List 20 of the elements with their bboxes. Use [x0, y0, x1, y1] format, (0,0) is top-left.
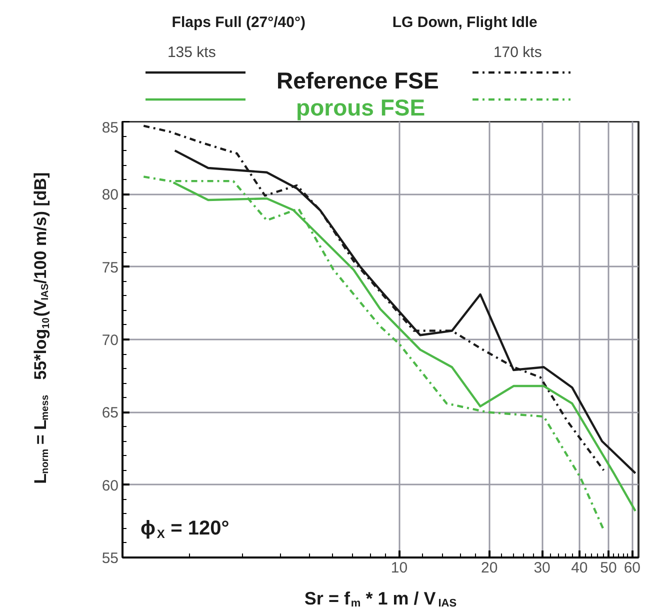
y-tick-label: 85 — [102, 120, 119, 136]
x-tick-label: 50 — [600, 560, 617, 576]
y-tick-label: 70 — [102, 332, 119, 349]
text: 170 kts — [493, 44, 542, 61]
x-tick-label: 30 — [534, 560, 550, 576]
x-tick-label: 20 — [480, 560, 498, 576]
y-tick-label: 75 — [102, 259, 119, 276]
text: Lnorm = Lmess 55*log10(VIAS/100 m/s) [dB] — [31, 172, 52, 484]
text: 135 kts — [167, 44, 216, 61]
chart-title: Flaps Full (27°/40°) — [172, 14, 306, 31]
legend-label: Reference FSE — [276, 68, 439, 94]
x-tick-label: 40 — [571, 560, 588, 576]
chart-subtitle: LG Down, Flight Idle — [392, 14, 538, 31]
x-tick-label: 10 — [390, 560, 408, 576]
y-tick-label: 55 — [102, 550, 119, 567]
y-tick-label: 60 — [102, 477, 119, 494]
y-tick-label: 65 — [102, 404, 119, 422]
x-tick-label: 60 — [624, 560, 640, 576]
y-tick-label: 80 — [102, 186, 119, 204]
legend-label: porous FSE — [296, 94, 426, 120]
